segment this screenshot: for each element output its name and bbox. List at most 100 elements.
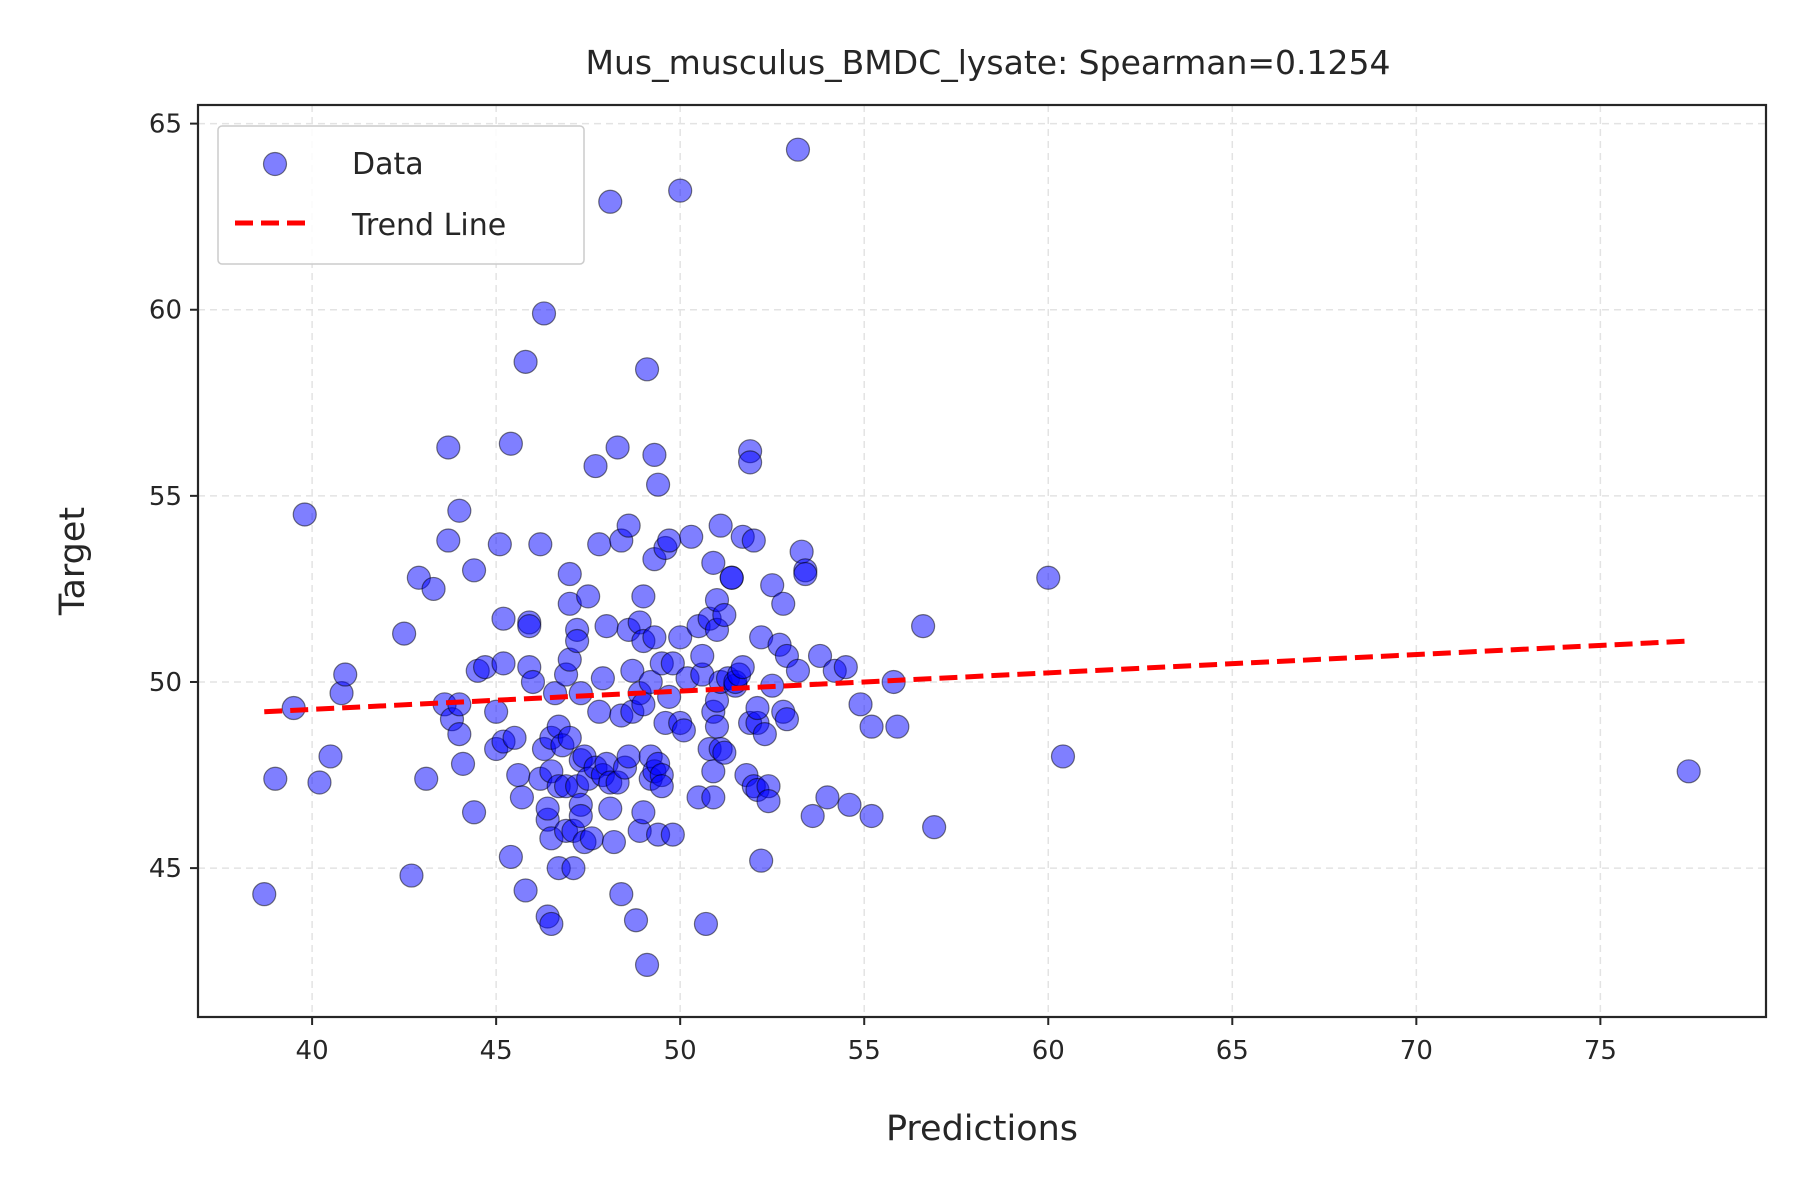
data-point	[307, 770, 332, 795]
data-point	[436, 435, 461, 460]
data-point	[576, 584, 601, 609]
data-point	[848, 692, 873, 717]
data-point	[708, 513, 733, 538]
y-tick-label: 50	[149, 668, 182, 698]
data-point	[535, 796, 560, 821]
data-point	[461, 800, 487, 825]
data-point	[616, 513, 641, 538]
data-point	[693, 911, 719, 937]
grid-lines	[198, 105, 1766, 1017]
data-point	[701, 759, 726, 784]
data-point	[712, 740, 737, 765]
data-point	[657, 528, 682, 553]
data-point	[807, 643, 833, 669]
data-point	[738, 450, 763, 475]
data-point	[885, 714, 910, 739]
data-point	[631, 584, 656, 609]
legend-trend-label: Trend Line	[351, 208, 506, 243]
x-tick-label: 75	[1584, 1036, 1617, 1066]
data-point	[598, 796, 623, 821]
data-point	[620, 658, 645, 683]
data-point	[704, 714, 730, 739]
y-tick-label: 55	[149, 482, 182, 512]
data-point	[749, 848, 774, 873]
y-tick-label: 65	[149, 110, 182, 140]
data-point	[590, 666, 615, 691]
data-point	[450, 751, 476, 776]
data-point	[631, 800, 656, 825]
data-point	[668, 625, 693, 650]
data-point	[498, 844, 523, 870]
data-point	[785, 658, 811, 683]
data-point	[911, 614, 936, 639]
data-point	[631, 692, 656, 717]
data-point	[531, 301, 557, 326]
x-tick-label: 60	[1032, 1036, 1065, 1066]
data-point	[922, 815, 947, 840]
data-point	[587, 699, 612, 724]
data-point	[638, 669, 663, 695]
data-point	[528, 532, 553, 557]
data-point	[837, 792, 862, 817]
data-point	[671, 718, 696, 743]
data-point	[793, 561, 818, 587]
data-point	[634, 952, 660, 977]
data-point	[491, 651, 516, 676]
chart-title: Mus_musculus_BMDC_lysate: Spearman=0.125…	[585, 43, 1390, 82]
axis-ticks: 40 45 50 55 60 65 70 75 45 50 55 60 65	[149, 110, 1617, 1066]
legend: Data Trend Line	[217, 125, 585, 265]
data-point	[447, 498, 472, 523]
data-point	[509, 785, 535, 810]
x-tick-label: 55	[848, 1036, 881, 1066]
x-axis-label: Predictions	[886, 1109, 1078, 1149]
data-point	[774, 707, 800, 732]
data-point	[833, 654, 858, 680]
data-point	[642, 442, 667, 468]
data-point	[660, 822, 685, 847]
data-point	[785, 137, 811, 162]
trend-line-layer	[264, 638, 1689, 715]
data-point	[645, 472, 671, 497]
data-point	[815, 785, 840, 810]
data-point	[1050, 744, 1076, 769]
data-point	[487, 532, 512, 557]
data-point	[447, 721, 472, 747]
data-point	[557, 725, 582, 750]
data-point	[859, 714, 884, 739]
data-point	[579, 826, 604, 851]
data-point	[679, 524, 704, 549]
plot-frame	[196, 103, 1768, 1019]
data-point	[263, 766, 288, 791]
data-point	[484, 699, 509, 724]
data-point	[601, 829, 627, 855]
data-point	[634, 357, 660, 382]
data-point	[859, 803, 884, 829]
legend-data-label: Data	[352, 147, 424, 182]
data-point	[421, 576, 446, 602]
data-point	[701, 785, 726, 810]
data-point	[252, 882, 277, 907]
data-point	[701, 550, 726, 575]
x-tick-label: 40	[296, 1036, 329, 1066]
data-point	[414, 766, 439, 791]
x-tick-label: 50	[664, 1036, 697, 1066]
data-point	[318, 744, 343, 769]
data-point	[741, 528, 766, 553]
data-points	[252, 137, 1701, 977]
data-point	[1036, 565, 1061, 590]
data-point	[730, 654, 755, 680]
legend-box	[217, 125, 585, 265]
y-tick-label: 45	[149, 854, 182, 884]
data-point	[292, 502, 317, 527]
data-point	[657, 684, 682, 709]
data-point	[399, 863, 424, 888]
data-point	[605, 435, 630, 460]
data-point	[752, 721, 777, 747]
data-point	[557, 561, 582, 587]
data-point	[609, 882, 634, 907]
y-tick-label: 60	[149, 296, 182, 326]
data-point	[461, 558, 487, 583]
data-point	[668, 178, 693, 203]
x-tick-label: 70	[1400, 1036, 1433, 1066]
